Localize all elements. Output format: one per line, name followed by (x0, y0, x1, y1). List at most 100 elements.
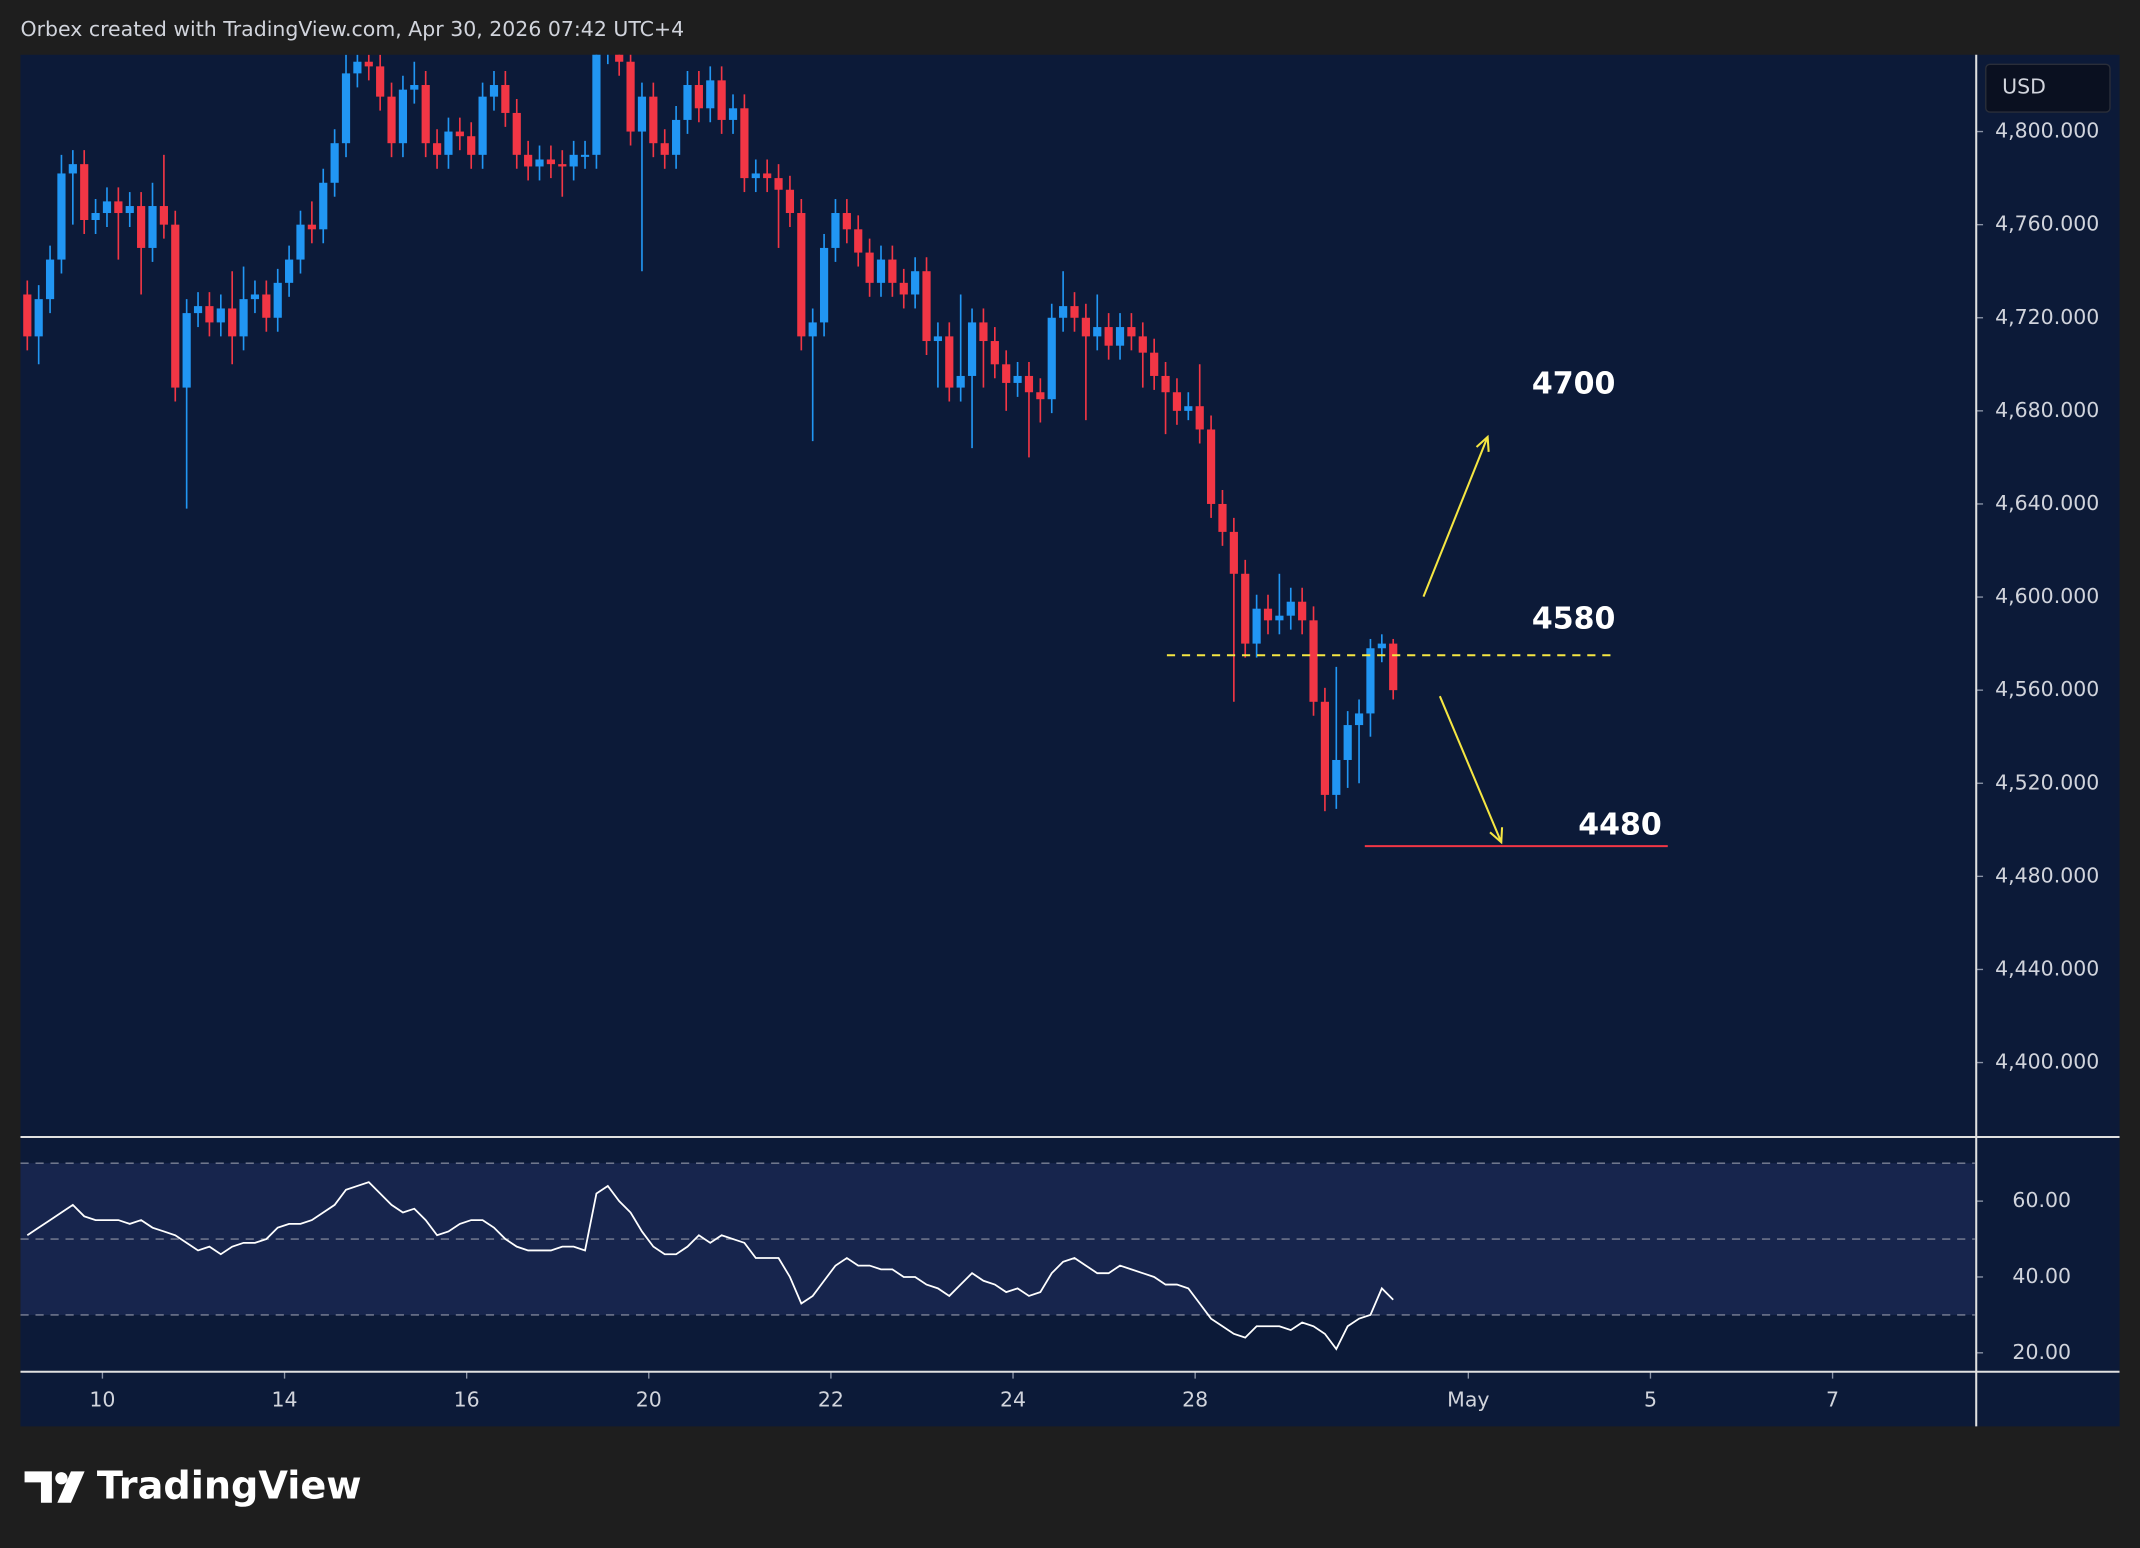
candle-body (660, 143, 669, 155)
candle-body (774, 178, 783, 190)
candle-body (330, 143, 339, 183)
candle-body (137, 206, 146, 248)
candle-body (1377, 643, 1386, 649)
candle-body (899, 282, 908, 295)
candle-body (808, 322, 817, 337)
rsi-tick-label: 60.00 (2012, 1188, 2071, 1212)
y-tick-label: 4,720.000 (1995, 305, 2099, 329)
candle-body (489, 85, 499, 97)
rsi-line (26, 1181, 1394, 1351)
candle-body (1366, 648, 1375, 714)
candle-body (364, 61, 373, 67)
candle-body (763, 173, 772, 179)
candle-body (785, 189, 795, 214)
y-tick-label: 4,600.000 (1995, 584, 2099, 608)
y-tick-label: 4,480.000 (1995, 863, 2099, 887)
y-tick-label: 4,520.000 (1995, 770, 2099, 794)
candle-body (831, 213, 840, 248)
currency: USD (2002, 75, 2046, 99)
candle-body (626, 61, 635, 132)
candle-body (273, 282, 282, 318)
candle-body (580, 154, 590, 157)
candle-body (1059, 306, 1068, 318)
arrow-head (1489, 827, 1504, 845)
candle-body (717, 80, 726, 120)
candle-body (1036, 392, 1045, 400)
candle-body (91, 213, 100, 221)
candle-body (125, 206, 134, 214)
rsi-pane (20, 1162, 1975, 1351)
candle-body (740, 108, 749, 179)
candle-body (1002, 364, 1011, 383)
candle-body (387, 96, 396, 144)
candle-body (171, 224, 180, 388)
annotation: 4480 (1578, 807, 1662, 842)
candle-body (694, 85, 703, 109)
candle-body (1047, 317, 1056, 400)
candle-body (1104, 327, 1113, 346)
y-tick-label: 4,800.000 (1995, 119, 2099, 143)
currency-box (1985, 63, 2111, 113)
candle-body (967, 322, 977, 376)
x-tick-label: 24 (1000, 1387, 1026, 1411)
candle-body (1206, 429, 1216, 504)
candle-body (444, 131, 453, 155)
candle-body (1070, 306, 1079, 318)
candle-body (569, 154, 578, 167)
candle-body (546, 159, 555, 165)
candle-body (649, 96, 658, 144)
candle-body (1218, 503, 1227, 532)
candle-body (34, 299, 43, 337)
rsi-tick-label: 40.00 (2012, 1264, 2071, 1288)
x-tick-label: 10 (89, 1387, 115, 1411)
candle-body (114, 201, 123, 214)
y-tick-label: 4,760.000 (1995, 212, 2099, 236)
candle-body (1252, 608, 1261, 644)
candle-body (341, 73, 351, 144)
candle-body (455, 131, 464, 137)
header: Orbex created with TradingView.com, Apr … (20, 17, 684, 41)
arrow (1438, 695, 1503, 843)
candle-body (842, 213, 851, 230)
candle-body (182, 313, 191, 388)
candle-body (1241, 573, 1250, 644)
candle-body (854, 229, 863, 253)
candle-body (250, 294, 260, 300)
chart-area (20, 54, 2120, 1427)
candle-body (102, 201, 112, 214)
candle-body (262, 294, 271, 318)
candle-body (410, 85, 419, 90)
candle-body (376, 66, 385, 97)
candle-body (285, 259, 294, 283)
candle-body (911, 271, 920, 295)
candle-body (1286, 601, 1295, 616)
rsi-tick-label: 20.00 (2012, 1340, 2071, 1364)
logo-text: TradingView (97, 1464, 362, 1508)
y-tick-label: 4,440.000 (1995, 956, 2099, 980)
candle-body (1320, 701, 1330, 795)
candle-body (1150, 352, 1159, 376)
candle-body (683, 85, 692, 120)
candle-body (159, 206, 168, 225)
candle-body (228, 308, 237, 337)
candle-body (945, 336, 954, 388)
candle-body (888, 259, 897, 283)
candle-body (1298, 601, 1307, 621)
candle-body (706, 80, 715, 109)
x-tick-label: 5 (1644, 1387, 1657, 1411)
candle-body (23, 294, 32, 337)
candle-body (1115, 327, 1125, 346)
x-tick-label: 20 (636, 1387, 662, 1411)
candle-body (353, 61, 362, 74)
candle-body (1332, 759, 1341, 795)
candle-body (319, 182, 328, 230)
candle-body (1184, 406, 1193, 411)
candle-body (1195, 406, 1204, 430)
annotation: 4700 (1532, 367, 1616, 402)
y-tick-label: 4,400.000 (1995, 1050, 2099, 1074)
candle-body (933, 336, 943, 342)
candle-body (1024, 375, 1034, 393)
candle-body (990, 341, 999, 365)
candle-body (1093, 327, 1102, 337)
